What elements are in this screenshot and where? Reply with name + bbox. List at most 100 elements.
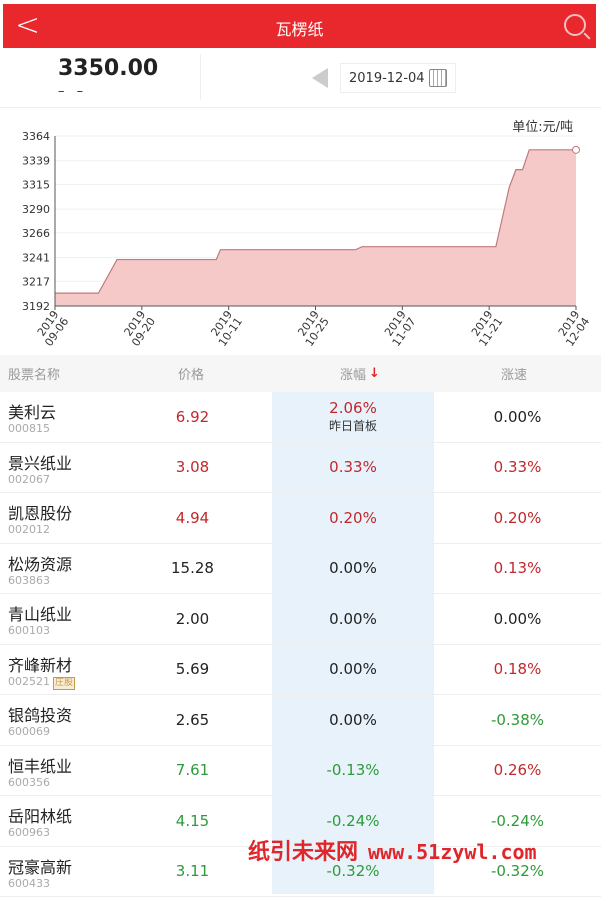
stock-price: 2.65 [150,695,235,745]
stock-price: 4.15 [150,796,235,846]
y-tick-label: 3192 [22,300,50,313]
stock-speed: 0.26% [434,746,601,796]
stock-change: 0.00% [272,645,434,695]
stock-code-value: 600963 [8,826,50,839]
stock-name: 恒丰纸业 [8,753,72,777]
stock-speed: 0.00% [434,594,601,644]
y-tick-label: 3290 [22,203,50,216]
stock-change-value: -0.13% [326,761,379,779]
stock-change-value: 2.06% [329,399,377,417]
price-area [55,150,576,306]
stock-code-value: 002012 [8,523,50,536]
y-tick-label: 3241 [22,252,50,265]
watermark-name: 纸引未来网 [248,840,358,865]
stock-speed: 0.13% [434,544,601,594]
stock-change-value: 0.00% [329,711,377,729]
stock-speed: -0.38% [434,695,601,745]
x-tick-label: 201911-21 [467,308,506,349]
stock-price: 6.92 [150,392,235,442]
stock-code-value: 002521 [8,675,50,688]
stock-change: -0.13% [272,746,434,796]
stock-name: 美利云 [8,399,56,423]
stock-code: 603863 [8,574,50,587]
stock-change-value: 0.20% [329,509,377,527]
stock-price: 3.08 [150,443,235,493]
stock-price: 2.00 [150,594,235,644]
stock-name: 景兴纸业 [8,450,72,474]
stock-change-value: 0.00% [329,610,377,628]
stock-code-value: 603863 [8,574,50,587]
stock-code: 600356 [8,776,50,789]
stock-code-value: 000815 [8,422,50,435]
table-row[interactable]: 景兴纸业 002067 3.08 0.33% 0.33% [0,443,601,494]
stock-name: 青山纸业 [8,601,72,625]
chart-svg: 31923217324132663290331533393364201909-0… [0,108,601,355]
table-header: 股票名称 价格 涨幅↓ 涨速 [0,355,601,392]
stock-price: 4.94 [150,493,235,543]
table-row[interactable]: 银鸽投资 600069 2.65 0.00% -0.38% [0,695,601,746]
table-row[interactable]: 恒丰纸业 600356 7.61 -0.13% 0.26% [0,746,601,797]
table-row[interactable]: 凯恩股份 002012 4.94 0.20% 0.20% [0,493,601,544]
stock-price: 15.28 [150,544,235,594]
table-row[interactable]: 青山纸业 600103 2.00 0.00% 0.00% [0,594,601,645]
header-change[interactable]: 涨幅↓ [340,355,380,392]
y-tick-label: 3217 [22,275,50,288]
table-row[interactable]: 松炀资源 603863 15.28 0.00% 0.13% [0,544,601,595]
stock-code: 600069 [8,725,50,738]
table-row[interactable]: 美利云 000815 6.92 2.06%昨日首板 0.00% [0,392,601,443]
stock-code-value: 600433 [8,877,50,890]
stock-name: 松炀资源 [8,551,72,575]
stock-speed: 0.20% [434,493,601,543]
stock-note: 昨日首板 [329,417,377,434]
stock-speed: 0.00% [434,392,601,442]
y-tick-label: 3266 [22,227,50,240]
header-change-label: 涨幅 [340,364,366,383]
search-icon[interactable] [564,14,586,36]
stock-name: 银鸽投资 [8,702,72,726]
stock-change: 0.00% [272,594,434,644]
divider [200,54,201,100]
stock-code: 600433 [8,877,50,890]
stock-change-value: 0.00% [329,660,377,678]
calendar-icon[interactable] [429,69,447,87]
stock-code: 000815 [8,422,50,435]
stock-change-value: 0.00% [329,559,377,577]
stock-name: 凯恩股份 [8,500,72,524]
x-tick-label: 201910-11 [206,308,245,349]
top-bar: < 瓦楞纸 [3,4,596,48]
date-picker[interactable]: 2019-12-04 [340,63,456,93]
stock-code: 002012 [8,523,50,536]
date-value: 2019-12-04 [349,71,425,86]
previous-date-arrow-icon[interactable] [312,68,328,88]
page-title: 瓦楞纸 [3,16,596,40]
x-tick-label: 201909-20 [119,308,158,349]
stock-name: 岳阳林纸 [8,803,72,827]
stock-code-value: 002067 [8,473,50,486]
x-tick-label: 201910-25 [293,308,332,349]
current-price: 3350.00 [58,56,158,81]
price-summary: 3350.00 – – 2019-12-04 [0,48,601,108]
stock-change-value: 0.33% [329,458,377,476]
stock-price: 7.61 [150,746,235,796]
price-change: – – [58,84,87,99]
header-speed[interactable]: 涨速 [501,355,527,392]
watermark-url: www.51zywl.com [368,840,537,864]
y-tick-label: 3315 [22,178,50,191]
last-point-marker [573,146,580,153]
stock-code-value: 600103 [8,624,50,637]
stock-change: 0.00% [272,695,434,745]
stock-code: 002067 [8,473,50,486]
stock-speed: 0.18% [434,645,601,695]
header-name[interactable]: 股票名称 [8,355,60,392]
stock-speed: 0.33% [434,443,601,493]
stock-price: 3.11 [150,847,235,897]
watermark: 纸引未来网 www.51zywl.com [248,834,537,866]
header-price[interactable]: 价格 [178,355,204,392]
x-tick-label: 201911-07 [380,308,419,349]
stock-badge: 庄股 [53,677,75,690]
stock-change: 0.20% [272,493,434,543]
stock-name: 冠豪高新 [8,854,72,878]
unit-label: 单位:元/吨 [512,116,573,135]
